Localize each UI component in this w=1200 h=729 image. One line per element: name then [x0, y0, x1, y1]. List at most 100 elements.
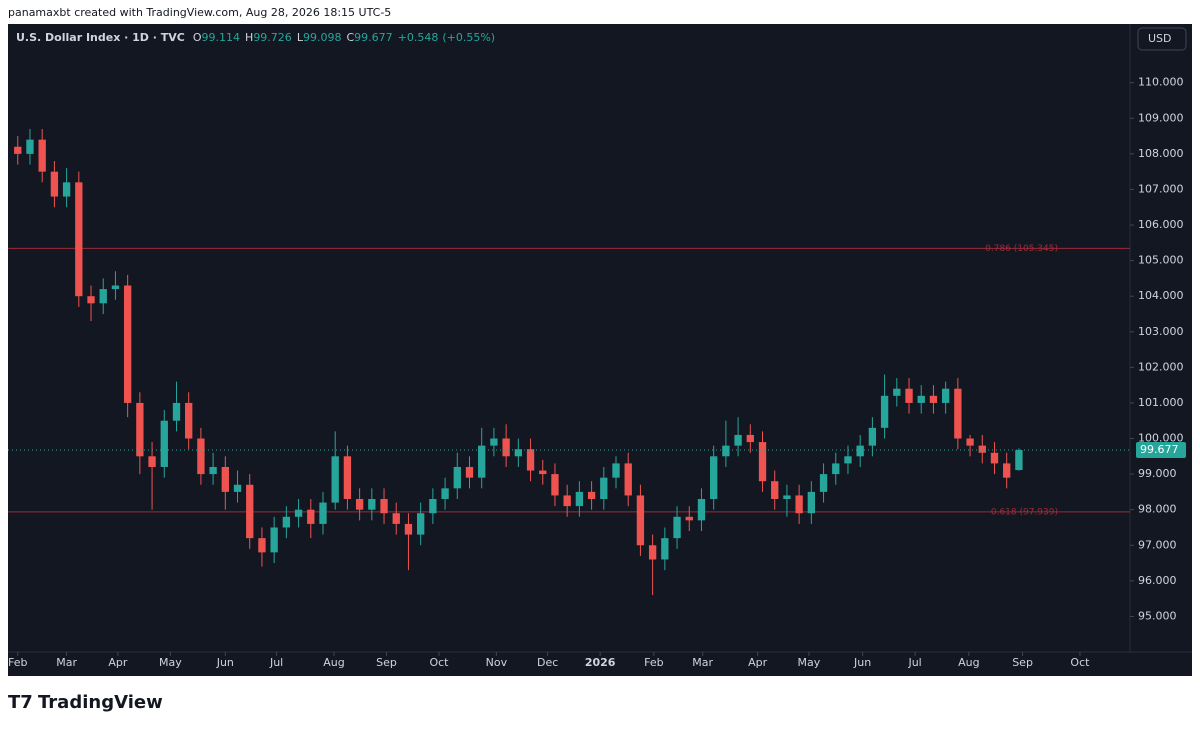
candle-body	[929, 395, 938, 403]
x-tick-label: Jul	[907, 656, 921, 669]
x-tick-label: Mar	[56, 656, 77, 669]
candle-body	[123, 285, 132, 403]
candle-body	[551, 474, 559, 496]
candle-body	[294, 509, 303, 517]
ohlc-value: 99.114	[202, 31, 241, 44]
candle-body	[844, 456, 852, 464]
x-tick-label: Aug	[323, 656, 344, 669]
change: +0.548	[398, 31, 439, 44]
change-pct: (+0.55%)	[442, 31, 495, 44]
y-tick-label: 108.000	[1138, 147, 1184, 160]
candle-body	[343, 456, 352, 500]
ohlc-key: C	[346, 31, 354, 44]
candle-body	[331, 456, 339, 503]
candle-body	[771, 481, 779, 500]
x-tick-label: Jun	[216, 656, 234, 669]
currency-label: USD	[1148, 32, 1172, 45]
candle-body	[710, 456, 718, 500]
candle-body	[966, 438, 974, 446]
candle-body	[734, 434, 742, 446]
ohlc-value: 99.726	[253, 31, 292, 44]
brand: TradingView	[38, 692, 163, 713]
candle-body	[197, 438, 205, 475]
y-tick-label: 95.000	[1138, 609, 1177, 622]
candle-body	[392, 513, 400, 524]
x-tick-label: Nov	[486, 656, 508, 669]
candle-body	[990, 452, 999, 464]
candle-body	[26, 139, 34, 154]
last-price-label: 99.677	[1140, 443, 1179, 456]
x-tick-label: Apr	[108, 656, 128, 669]
candle-body	[185, 402, 193, 439]
y-tick-label: 109.000	[1138, 111, 1184, 124]
fib-level-label: 0.786 (105.345)	[985, 244, 1058, 254]
candle-body	[624, 463, 632, 496]
candle-body	[685, 516, 693, 521]
y-tick-label: 99.000	[1138, 467, 1177, 480]
x-tick-label: May	[798, 656, 821, 669]
candle-body	[978, 445, 986, 453]
candle-body	[954, 388, 962, 439]
y-tick-label: 96.000	[1138, 574, 1177, 587]
legend-header: U.S. Dollar Index · 1D · TVC O99.114 H99.7…	[16, 31, 495, 44]
y-tick-label: 101.000	[1138, 396, 1184, 409]
candle-body	[319, 502, 327, 524]
candle-body	[563, 495, 571, 507]
plot: 0.786 (105.345) 0.618 (97.939)	[8, 82, 1134, 656]
x-tick-label: Sep	[376, 656, 397, 669]
symbol-title: U.S. Dollar Index · 1D · TVC	[16, 31, 185, 44]
candle-body	[673, 516, 681, 539]
candle-body	[600, 477, 608, 500]
x-tick-label: 2026	[585, 656, 616, 669]
candle-body	[1015, 450, 1023, 471]
candle-body	[38, 139, 46, 172]
candle-body	[856, 445, 864, 457]
ohlc-value: 99.098	[303, 31, 342, 44]
candle-body	[648, 545, 657, 560]
candle-body	[14, 146, 22, 154]
candle-body	[136, 402, 144, 457]
y-tick-label: 105.000	[1138, 254, 1184, 267]
x-tick-label: Apr	[748, 656, 768, 669]
candle-body	[355, 499, 364, 510]
candle-body	[746, 434, 754, 443]
chart-bg	[8, 24, 1192, 676]
candle-body	[478, 445, 486, 478]
candle-body	[795, 495, 803, 514]
candle-body	[941, 388, 950, 403]
candle-body	[905, 388, 913, 403]
y-tick-label: 97.000	[1138, 538, 1177, 551]
candle-body	[758, 442, 767, 482]
candle-body	[819, 474, 828, 492]
x-tick-label: Sep	[1012, 656, 1033, 669]
candle-body	[258, 538, 266, 553]
candle-body	[832, 463, 840, 475]
candle-body	[368, 499, 376, 510]
candle-body	[75, 182, 83, 297]
candle-body	[722, 445, 730, 457]
x-tick-label: Feb	[8, 656, 27, 669]
currency-button[interactable]	[1137, 27, 1187, 51]
ohlc-key: O	[193, 31, 202, 44]
candle-body	[416, 513, 425, 535]
candle-body	[441, 488, 449, 500]
x-tick-label: May	[159, 656, 182, 669]
candle-body	[50, 171, 59, 197]
y-tick-label: 102.000	[1138, 360, 1184, 373]
x-tick-label: Dec	[537, 656, 558, 669]
y-tick-label: 106.000	[1138, 218, 1184, 231]
candle-body	[490, 438, 498, 446]
ohlc-value: 99.677	[354, 31, 393, 44]
candle-body	[307, 509, 315, 524]
candle-body	[868, 427, 877, 446]
ohlc-key: H	[245, 31, 253, 44]
candle-body	[502, 438, 510, 457]
candle-body	[111, 285, 120, 290]
candle-body	[270, 527, 278, 553]
candle-body	[697, 499, 706, 521]
x-tick-label: Aug	[958, 656, 979, 669]
candle-body	[539, 470, 547, 475]
candle-body	[429, 499, 437, 514]
